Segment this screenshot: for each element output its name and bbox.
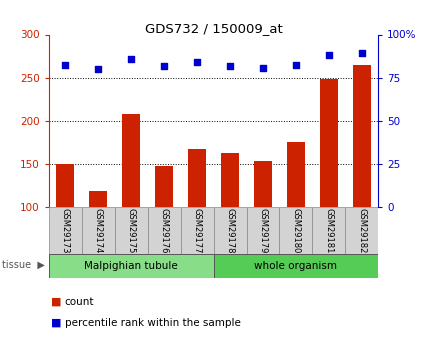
Text: GSM29175: GSM29175 <box>127 208 136 253</box>
Bar <box>214 207 247 254</box>
Bar <box>57 164 74 207</box>
Point <box>292 62 299 68</box>
Text: ■: ■ <box>51 318 62 327</box>
Text: count: count <box>65 297 94 307</box>
Text: GSM29177: GSM29177 <box>193 208 202 253</box>
Text: GSM29179: GSM29179 <box>259 208 267 253</box>
Bar <box>312 207 345 254</box>
Bar <box>279 207 312 254</box>
Point <box>161 63 168 68</box>
Bar <box>148 207 181 254</box>
Bar <box>287 142 305 207</box>
Point <box>227 63 234 68</box>
Bar <box>89 191 107 207</box>
Bar <box>82 207 115 254</box>
Bar <box>345 207 378 254</box>
Point <box>128 56 135 61</box>
Bar <box>49 254 214 278</box>
Point <box>62 62 69 68</box>
Bar <box>155 167 173 207</box>
Bar <box>247 207 279 254</box>
Bar <box>353 65 371 207</box>
Text: whole organism: whole organism <box>255 261 337 270</box>
Text: GSM29181: GSM29181 <box>324 208 333 253</box>
Bar <box>181 207 214 254</box>
Point <box>194 59 201 65</box>
Text: GSM29174: GSM29174 <box>94 208 103 253</box>
Point <box>358 51 365 56</box>
Text: percentile rank within the sample: percentile rank within the sample <box>65 318 240 327</box>
Bar <box>49 207 82 254</box>
Text: tissue  ▶: tissue ▶ <box>2 260 45 270</box>
Text: Malpighian tubule: Malpighian tubule <box>85 261 178 270</box>
Text: ■: ■ <box>51 297 62 307</box>
Bar <box>214 254 378 278</box>
Point <box>95 66 102 72</box>
Point <box>325 52 332 58</box>
Bar <box>122 114 140 207</box>
Bar <box>320 79 338 207</box>
Text: GDS732 / 150009_at: GDS732 / 150009_at <box>145 22 283 36</box>
Point <box>259 66 267 71</box>
Bar <box>221 152 239 207</box>
Bar <box>188 149 206 207</box>
Text: GSM29178: GSM29178 <box>226 208 235 253</box>
Text: GSM29180: GSM29180 <box>291 208 300 253</box>
Text: GSM29182: GSM29182 <box>357 208 366 253</box>
Text: GSM29173: GSM29173 <box>61 208 70 253</box>
Bar <box>254 161 272 207</box>
Text: GSM29176: GSM29176 <box>160 208 169 253</box>
Bar <box>115 207 148 254</box>
